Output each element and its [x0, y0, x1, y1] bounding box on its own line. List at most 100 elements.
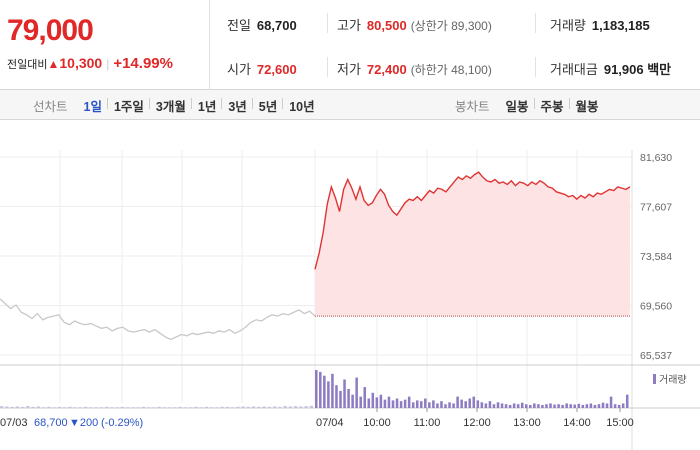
volume-bar	[520, 402, 524, 408]
x-tick-label: 13:00	[513, 417, 541, 429]
volume-bar	[508, 404, 512, 408]
volume-bar	[468, 398, 471, 408]
y-tick-label: 65,537	[640, 350, 672, 362]
volume-bar-previous	[173, 407, 177, 408]
previous-day-info: 07/03 68,700 ▼200 (-0.29%)	[0, 417, 143, 429]
period-5y[interactable]: 5년	[251, 96, 283, 115]
period-1w[interactable]: 1주일	[106, 96, 150, 115]
volume-bar-previous	[231, 407, 235, 408]
volume-bar-previous	[225, 406, 229, 408]
volume-bar	[452, 403, 455, 408]
y-tick-label: 81,630	[640, 152, 672, 164]
volume-bar	[424, 398, 427, 408]
period-3y[interactable]: 3년	[221, 96, 252, 115]
volume-bar-previous	[210, 407, 214, 408]
volume-bar	[593, 404, 597, 408]
period-1d[interactable]: 1일	[83, 99, 102, 114]
volume-bar-previous	[120, 406, 124, 408]
x-tick-label: 10:00	[363, 417, 391, 429]
volume-bar-previous	[199, 407, 203, 408]
volume-bar-previous	[141, 406, 145, 408]
high-label: 고가	[337, 18, 361, 33]
volume-bar	[363, 387, 366, 408]
volume-bar	[355, 377, 358, 408]
volume-bar-previous	[278, 406, 282, 408]
divider	[535, 57, 536, 77]
volume-bar	[472, 396, 476, 408]
price-chart[interactable]: 81,630 77,607 73,584 69,560 65,537 거래량 10:00…	[0, 120, 700, 450]
volume-bar	[391, 400, 395, 408]
volume-bar-previous	[183, 407, 187, 408]
amount-value: 91,906 백만	[603, 62, 672, 77]
period-1y[interactable]: 1년	[190, 96, 222, 115]
period-10y[interactable]: 10년	[282, 96, 320, 115]
volume-bar-previous	[162, 407, 166, 408]
trade-amount: 거래대금 91,906 백만	[550, 59, 671, 78]
prev-close-label: 전일	[227, 18, 251, 33]
volume-bar	[383, 399, 387, 408]
volume-bar	[605, 403, 609, 408]
chart-period-toolbar: 선차트 1일 1주일 3개월 1년 3년 5년 10년 봉차트 일봉 주봉 월봉	[0, 90, 700, 120]
volume-bar	[613, 404, 617, 408]
candle-daily[interactable]: 일봉	[505, 99, 529, 114]
volume-bar	[561, 404, 564, 408]
previous-day-line	[0, 298, 316, 341]
low-label: 저가	[337, 62, 361, 77]
volume-bar-previous	[283, 406, 287, 408]
low-value: 72,400	[366, 62, 407, 77]
volume-bar-previous	[252, 406, 256, 408]
volume-bar-previous	[131, 407, 135, 408]
volume-bar	[569, 404, 572, 408]
volume-bar	[553, 404, 556, 408]
stock-summary: 79,000 전일대비▲10,300 | +14.99% 전일 68,700 고가 80…	[0, 0, 700, 90]
x-tick-label: 14:00	[563, 417, 591, 429]
volume-bar-previous	[10, 406, 14, 408]
volume-bar-previous	[157, 406, 161, 408]
x-axis-ticks: 10:00 11:00 12:00 13:00 14:00 15:00 07/04	[316, 408, 634, 429]
volume-bars: 거래량	[0, 370, 687, 408]
volume-bar-previous	[294, 406, 298, 408]
volume-bar	[415, 400, 419, 408]
price-lines	[0, 171, 631, 341]
candle-monthly[interactable]: 월봉	[568, 96, 605, 115]
volume-bar-previous	[57, 406, 61, 408]
volume-legend-swatch	[653, 374, 656, 384]
volume: 거래량 1,183,185	[550, 15, 650, 34]
x-tick-label: 12:00	[463, 417, 491, 429]
volume-bar-previous	[194, 406, 198, 408]
volume-bar	[319, 371, 322, 408]
open-label: 시가	[227, 62, 251, 77]
volume-bar	[500, 403, 504, 408]
volume-bar	[432, 400, 435, 408]
volume-bar	[621, 403, 625, 408]
volume-bar-previous	[178, 406, 182, 408]
volume-bar-previous	[21, 406, 25, 408]
quote-grid: 전일 68,700 고가 80,500 (상한가 89,300) 거래량 1,183,1…	[210, 0, 700, 90]
y-tick-label: 77,607	[640, 201, 672, 213]
y-tick-label: 69,560	[640, 301, 672, 313]
price-box: 79,000 전일대비▲10,300 | +14.99%	[0, 0, 210, 90]
volume-bar	[573, 404, 576, 408]
volume-bar-previous	[126, 407, 130, 408]
volume-bar-previous	[84, 406, 88, 408]
volume-bar	[609, 396, 613, 408]
volume-bar-previous	[15, 406, 19, 408]
candle-weekly[interactable]: 주봉	[533, 96, 570, 115]
prev-close: 전일 68,700	[227, 15, 297, 34]
volume-bar	[492, 404, 496, 408]
volume-bar-previous	[73, 407, 77, 408]
high-value: 80,500	[366, 18, 407, 33]
volume-bar	[585, 404, 589, 408]
previous-change-info: ▼200	[69, 417, 98, 429]
candle-chart-title: 봉차트	[455, 99, 490, 114]
volume-bar-previous	[110, 407, 114, 408]
volume-bar	[367, 398, 371, 408]
volume-bar	[504, 404, 508, 408]
volume-bar	[557, 404, 560, 408]
period-3m[interactable]: 3개월	[148, 96, 192, 115]
volume-bar	[577, 403, 581, 408]
volume-bar-previous	[42, 407, 46, 408]
volume-bar-previous	[189, 407, 193, 408]
volume-bar-previous	[257, 406, 261, 408]
volume-bar-previous	[5, 406, 9, 408]
